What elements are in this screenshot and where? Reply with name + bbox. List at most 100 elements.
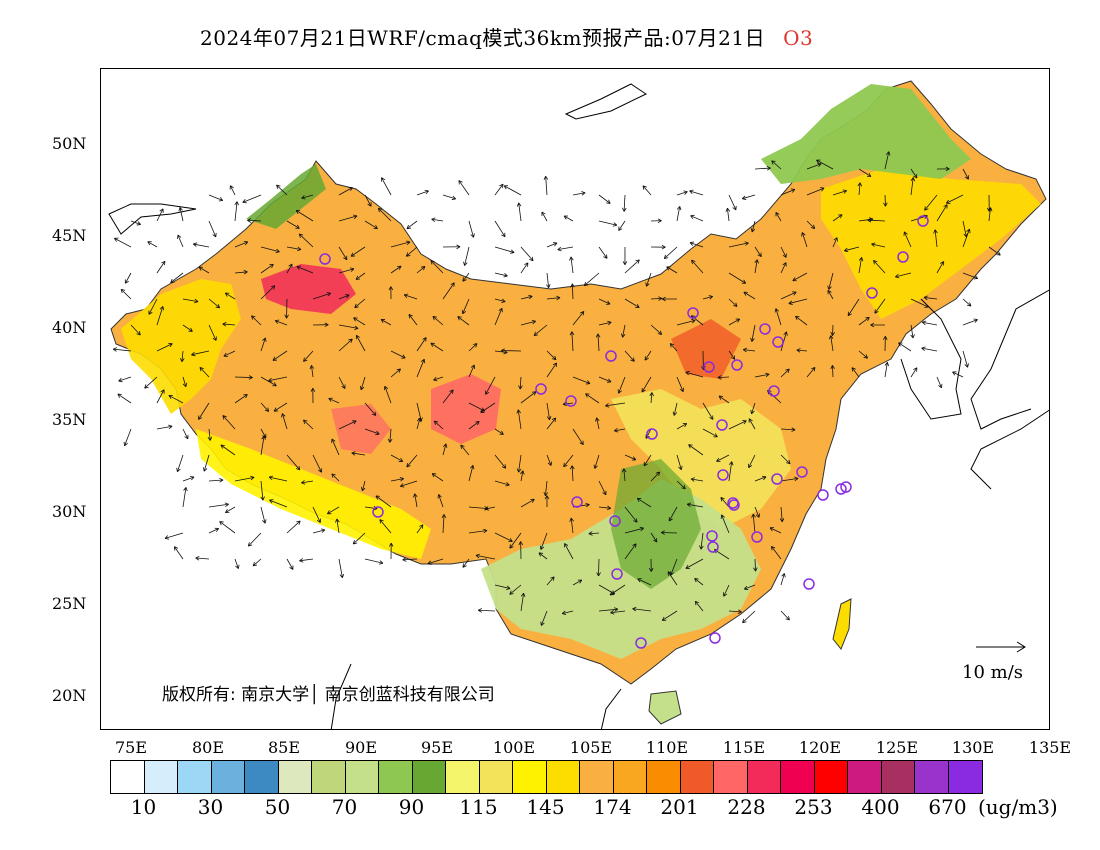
colorbar-cell	[513, 761, 547, 793]
wind-vector	[468, 465, 475, 482]
wind-vector	[541, 211, 548, 222]
wind-vector	[501, 348, 522, 353]
city-marker	[897, 251, 909, 263]
colorbar-cell	[781, 761, 815, 793]
wind-vector	[609, 584, 626, 596]
wind-vector	[563, 454, 574, 468]
wind-vector	[198, 402, 210, 420]
wind-vector	[780, 427, 796, 432]
wind-vector	[857, 182, 863, 196]
colorbar-label: 670	[928, 795, 967, 819]
green-zone-southcentral	[611, 459, 701, 589]
yellow-zone-southwest	[196, 429, 431, 559]
wind-vector	[598, 246, 608, 259]
wind-vector	[390, 368, 401, 378]
wind-vector	[355, 334, 366, 352]
wind-vector	[430, 342, 444, 352]
wind-vector	[260, 480, 265, 501]
wind-vector	[780, 262, 787, 274]
wind-vector	[743, 291, 756, 300]
yellow-zone-northeast	[821, 169, 1041, 319]
city-marker	[687, 307, 699, 319]
indochina-coastline	[330, 663, 622, 729]
wind-vector	[921, 346, 938, 352]
wind-vector	[223, 350, 236, 357]
wind-vector	[182, 476, 195, 482]
wind-vector	[538, 552, 548, 560]
wind-vector	[753, 558, 758, 572]
wind-vector	[543, 480, 549, 497]
wind-vector	[637, 578, 652, 586]
wind-vector	[328, 397, 340, 404]
wind-vector	[689, 189, 704, 196]
wind-vector	[441, 514, 447, 534]
city-marker	[751, 531, 763, 543]
wind-vector	[416, 417, 422, 430]
colorbar-label: 145	[526, 795, 565, 819]
lat-label-40n: 40N	[52, 318, 87, 337]
wind-vector	[924, 194, 938, 211]
wind-vector	[286, 263, 293, 274]
wind-vector	[260, 337, 267, 352]
lon-label-115e: 115E	[722, 738, 766, 757]
lake-baikal-coastline	[564, 83, 648, 120]
wind-vector	[751, 513, 756, 534]
wind-vector	[123, 428, 132, 447]
wind-vector	[702, 402, 714, 420]
wind-vector	[494, 584, 511, 591]
yellow-zone-central	[611, 389, 791, 529]
wind-vector	[780, 610, 790, 621]
wind-vector	[624, 298, 640, 308]
wind-vector	[381, 177, 392, 196]
wind-vector	[298, 233, 314, 248]
wind-vector	[338, 558, 345, 579]
lon-label-80e: 80E	[191, 738, 225, 757]
city-marker	[768, 385, 780, 397]
wind-vector	[903, 231, 912, 248]
wind-vector	[557, 246, 574, 252]
wind-vector	[668, 506, 678, 522]
wind-vector	[742, 610, 756, 624]
wind-vector	[247, 532, 262, 547]
wind-vector	[962, 168, 969, 180]
wind-vector	[182, 428, 189, 440]
wind-vector	[884, 362, 890, 378]
wind-vector	[260, 263, 274, 274]
wind-vector	[858, 316, 870, 326]
wind-vector	[403, 293, 418, 300]
lat-label-30n: 30N	[52, 502, 87, 521]
wind-vector	[962, 318, 978, 326]
wind-vector	[468, 343, 478, 352]
colorbar-cell	[848, 761, 882, 793]
wind-vector	[779, 506, 785, 523]
wind-vector	[433, 420, 444, 430]
wind-vector	[910, 168, 918, 179]
wind-vector	[176, 454, 184, 473]
wind-vector	[520, 319, 536, 326]
wind-vector	[433, 376, 444, 382]
wind-vector	[546, 576, 555, 586]
wind-vector	[895, 272, 912, 279]
wind-vector	[461, 298, 470, 315]
wind-vector	[676, 376, 684, 393]
wind-vector	[774, 308, 782, 326]
wind-vector	[741, 194, 756, 200]
wind-vector	[516, 409, 522, 430]
wind-vector	[716, 454, 730, 462]
wind-vector	[260, 435, 266, 456]
wind-vector	[636, 497, 652, 508]
wind-vector	[728, 194, 737, 211]
wind-vector	[569, 256, 574, 274]
wind-vector	[676, 423, 688, 430]
wind-vector	[669, 343, 678, 352]
wind-vector	[457, 316, 470, 326]
wind-vector	[156, 260, 166, 274]
wind-vector	[572, 428, 584, 446]
wind-vector	[685, 370, 704, 378]
wind-vector	[720, 497, 730, 508]
lon-label-90e: 90E	[344, 738, 378, 757]
wind-vector	[595, 417, 600, 430]
wind-vector	[936, 376, 943, 389]
wind-vector	[570, 283, 575, 300]
wind-vector	[518, 376, 523, 390]
